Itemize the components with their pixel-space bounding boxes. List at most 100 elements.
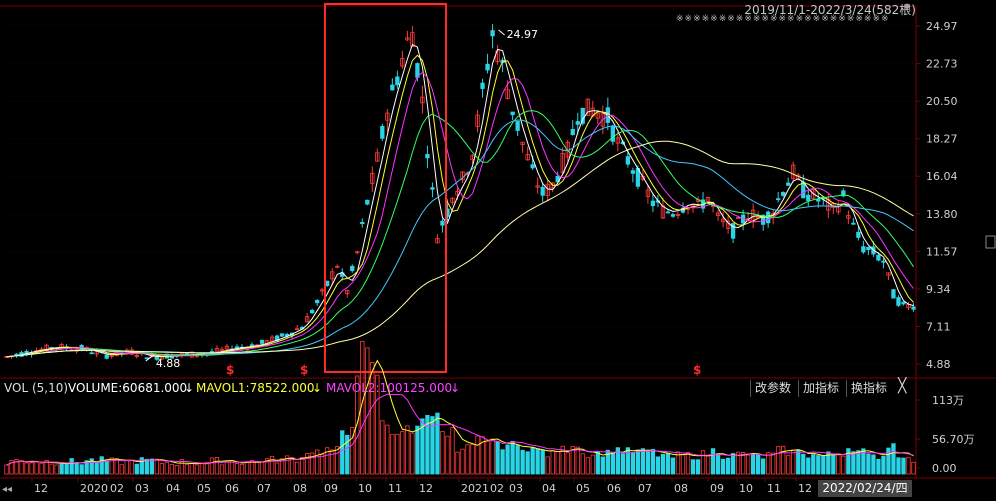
volume-bar: [756, 454, 761, 475]
candle-body: [525, 153, 530, 161]
scroll-right-handle[interactable]: [985, 235, 996, 249]
time-tick-label: 2021: [461, 482, 489, 495]
highlight-box: [324, 3, 447, 373]
volume-bar: [54, 464, 59, 475]
candle-body: [390, 84, 395, 91]
candle-body: [735, 217, 741, 220]
volume-bar: [525, 451, 530, 475]
volume-bar: [214, 457, 220, 475]
ma-line-lightyellow: [6, 140, 914, 358]
toolbar-icons-strip[interactable]: ※※※※※※※※※※※※※※※※※※※※※※※※※: [676, 14, 890, 24]
volume-bar: [831, 454, 836, 475]
price-tick-label: 13.80: [926, 208, 958, 221]
candle-body: [575, 121, 580, 125]
volume-bar: [675, 451, 681, 475]
vol-arrow-icon: ↓: [184, 381, 195, 395]
candle-body: [450, 197, 455, 203]
volume-bar: [520, 449, 525, 475]
volume-bar: [615, 447, 620, 475]
volume-bar: [570, 446, 575, 475]
candle-body: [320, 289, 325, 292]
candle-body: [480, 82, 485, 89]
volume-bar: [375, 374, 380, 475]
time-tick-label: 09: [324, 482, 338, 495]
volume-bar: [856, 450, 861, 475]
volume-bar: [274, 462, 280, 475]
volume-bar: [259, 461, 265, 475]
volume-bar: [846, 448, 851, 475]
vol-value: VOLUME:60681.000: [68, 381, 188, 395]
time-tick-label: 04: [166, 482, 180, 495]
volume-bar: [485, 440, 490, 475]
volume-bar: [209, 457, 215, 475]
volume-bar: [700, 450, 706, 475]
volume-bar: [325, 447, 330, 475]
candle-body: [891, 289, 896, 299]
candle-body: [395, 76, 400, 86]
volume-bar: [685, 452, 691, 475]
volume-bar: [505, 444, 510, 475]
time-tick-label: 02: [110, 482, 124, 495]
volume-bar: [455, 451, 460, 475]
volume-bar: [294, 461, 300, 475]
volume-bar: [465, 444, 470, 475]
volume-indicator-bar: VOL (5,10) VOLUME:60681.000 ↓ MAVOL1:785…: [0, 380, 918, 398]
volume-bar: [610, 451, 615, 475]
close-indicator-icon[interactable]: ╳: [898, 378, 907, 394]
time-tick-label: 11: [767, 482, 781, 495]
candle-body: [294, 328, 300, 331]
volume-bar: [695, 459, 701, 475]
candle-body: [625, 156, 631, 165]
candle-body: [791, 164, 796, 180]
candle-body: [670, 214, 676, 217]
volume-bar: [29, 462, 34, 475]
time-tick-label: 07: [257, 482, 271, 495]
volume-bar: [425, 414, 430, 475]
cursor-date-label: 2022/02/24/四: [818, 480, 912, 497]
candle-body: [881, 260, 886, 263]
ma-line-cyan: [6, 119, 914, 358]
volume-bar: [896, 457, 901, 475]
candle-body: [675, 214, 681, 216]
candle-body: [896, 297, 901, 306]
candle-body: [530, 164, 535, 169]
volume-bar: [901, 457, 906, 475]
volume-bar: [415, 425, 420, 475]
volume-bar: [279, 458, 285, 475]
volume-bar: [625, 447, 631, 475]
volume-bar: [4, 464, 9, 475]
candle-body: [901, 301, 906, 305]
candle-body: [104, 354, 109, 359]
pin-icon[interactable]: ✦: [902, 0, 913, 14]
candle-body: [866, 246, 871, 251]
volume-bar: [776, 446, 781, 475]
volume-bar: [164, 461, 170, 475]
volume-bar: [89, 458, 94, 475]
candle-body: [781, 192, 786, 196]
volume-bar: [535, 448, 540, 475]
volume-bar: [911, 461, 916, 475]
volume-bar: [515, 445, 520, 475]
time-tick-label: 06: [225, 482, 239, 495]
volume-bar: [390, 434, 395, 475]
volume-bar: [580, 453, 585, 475]
volume-bar: [124, 459, 129, 475]
volume-bar: [219, 464, 225, 475]
price-tick-label: 7.11: [926, 320, 951, 333]
volume-bar: [395, 433, 400, 475]
candle-body: [645, 189, 651, 197]
time-tick-label: 10: [739, 482, 753, 495]
volume-bar: [244, 461, 250, 475]
volume-bar: [555, 451, 560, 475]
candle-body: [705, 197, 711, 202]
volume-bar: [680, 454, 686, 475]
volume-bar: [109, 457, 114, 475]
volume-bar: [781, 445, 786, 475]
switch-indicator-button[interactable]: 换指标: [846, 380, 891, 397]
add-indicator-button[interactable]: 加指标: [798, 380, 843, 397]
volume-bar: [655, 456, 661, 475]
change-params-button[interactable]: 改参数: [750, 380, 795, 397]
volume-bar: [249, 459, 255, 475]
volume-bar: [841, 455, 846, 475]
